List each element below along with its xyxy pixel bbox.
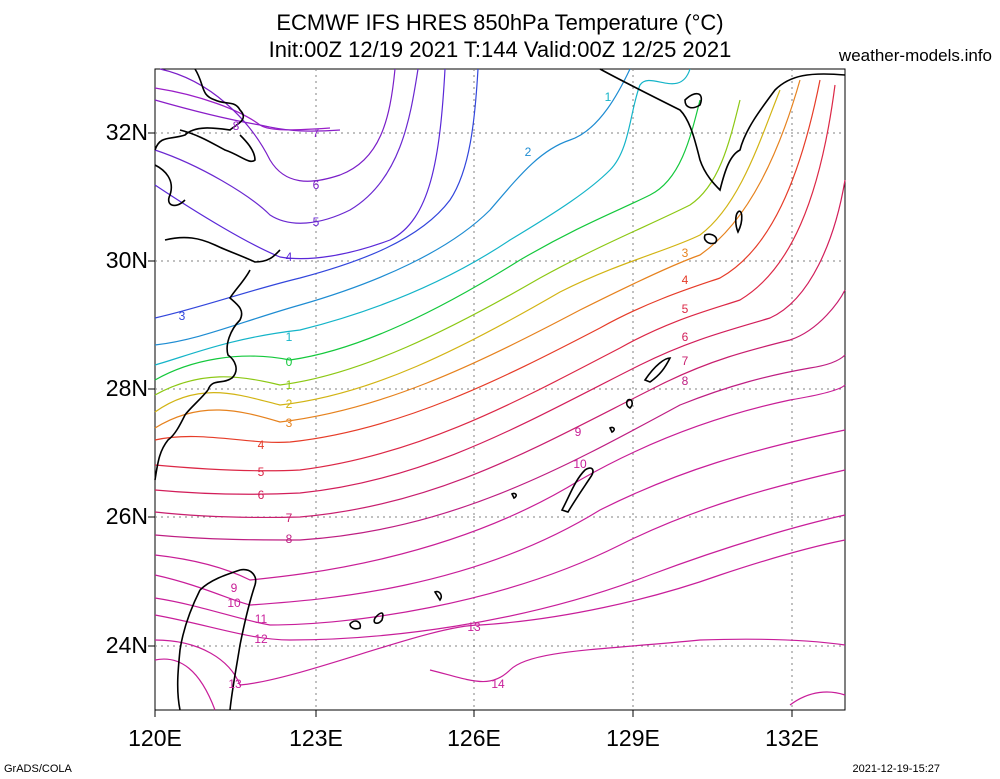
coastline-fujian (154, 389, 209, 481)
island-miyako (433, 590, 442, 602)
contour-label: 8 (233, 119, 240, 133)
isotherm (154, 469, 846, 626)
isotherms (154, 68, 846, 711)
tick-marks (148, 132, 793, 717)
contour-label: 7 (286, 511, 293, 525)
lon-label-129e: 129E (606, 725, 660, 751)
coastline-yangtze (179, 129, 256, 163)
map-title: ECMWF IFS HRES 850hPa Temperature (°C) (276, 10, 724, 35)
contour-labels: 8 7 6 5 4 3 2 1 1 0 1 2 3 3 4 4 5 5 6 6 … (179, 90, 689, 691)
isotherm (154, 79, 801, 429)
contour-label: 11 (255, 612, 268, 626)
coastline-china-north (154, 68, 245, 151)
contour-label: 0 (286, 355, 293, 369)
contour-label: 5 (682, 302, 689, 316)
isotherm (154, 99, 741, 396)
map-subtitle: Init:00Z 12/19 2021 T:144 Valid:00Z 12/2… (268, 37, 732, 62)
island-tanegashima (734, 210, 743, 234)
coastline-korea-kyushu (599, 68, 846, 192)
island-tokunoshima (625, 398, 633, 409)
contour-label: 5 (258, 465, 265, 479)
island-yakushima (703, 233, 718, 245)
isotherm (154, 89, 781, 413)
isotherm (789, 691, 846, 706)
island-amami (643, 357, 672, 383)
contour-label: 6 (258, 488, 265, 502)
isotherm (159, 68, 396, 182)
contour-label: 4 (286, 250, 293, 264)
contour-label: 7 (313, 126, 320, 140)
contour-label: 9 (231, 581, 238, 595)
footer-software: GrADS/COLA (4, 763, 72, 775)
isotherm (154, 68, 691, 366)
contour-label: 9 (575, 425, 582, 439)
contour-label: 1 (286, 330, 293, 344)
isotherm (154, 99, 701, 381)
contour-label: 2 (286, 397, 293, 411)
coastline-hangzhou-bay (164, 236, 281, 263)
coastline-taiwan-west (176, 589, 201, 711)
isotherm (154, 68, 631, 346)
contour-label: 3 (286, 416, 293, 430)
island-senkaku (510, 492, 517, 500)
contour-label: 3 (179, 309, 186, 323)
contour-label: 6 (682, 330, 689, 344)
lat-label-30n: 30N (105, 247, 148, 273)
lon-label-120e: 120E (128, 725, 182, 751)
contour-label: 13 (467, 620, 481, 634)
isotherm (154, 429, 846, 606)
island-goto (684, 92, 703, 109)
lon-label-126e: 126E (447, 725, 501, 751)
island-yoron (608, 426, 615, 434)
contour-label: 3 (682, 246, 689, 260)
isotherm (154, 79, 821, 443)
lon-label-123e: 123E (289, 725, 343, 751)
isotherm (154, 658, 216, 711)
lat-label-24n: 24N (105, 632, 148, 658)
coastline-shanghai (154, 164, 186, 207)
isotherm (154, 179, 846, 495)
contour-label: 7 (682, 354, 689, 368)
isotherm (154, 384, 846, 581)
contour-label: 8 (286, 532, 293, 546)
contour-label: 10 (573, 457, 587, 471)
coastline-zhejiang (207, 269, 251, 391)
coastlines (154, 68, 846, 711)
isotherm (154, 289, 846, 519)
isotherm (154, 68, 446, 260)
island-ishigaki (349, 620, 362, 630)
isotherm (154, 68, 479, 319)
lon-label-132e: 132E (765, 725, 819, 751)
contour-label: 1 (286, 378, 293, 392)
contour-label: 8 (682, 374, 689, 388)
island-iriomote (373, 612, 384, 624)
isotherm (154, 354, 846, 541)
island-okinawa (560, 467, 594, 513)
contour-label: 4 (258, 438, 265, 452)
coastline-taiwan-east (199, 568, 257, 711)
contour-label: 1 (605, 90, 612, 104)
lat-label-28n: 28N (105, 375, 148, 401)
contour-label: 2 (525, 145, 532, 159)
isotherm (154, 514, 846, 641)
contour-label: 5 (313, 215, 320, 229)
lat-label-26n: 26N (105, 503, 148, 529)
contour-label: 4 (682, 273, 689, 287)
contour-label: 14 (491, 677, 505, 691)
contour-label: 10 (227, 596, 241, 610)
contour-label: 13 (228, 677, 242, 691)
isotherm (154, 84, 836, 472)
contour-label: 12 (254, 632, 268, 646)
isotherm (429, 638, 846, 683)
credit-text: weather-models.info (838, 46, 992, 65)
isotherm (154, 68, 419, 224)
contour-label: 6 (313, 178, 320, 192)
lat-label-32n: 32N (105, 119, 148, 145)
isotherm (154, 87, 331, 131)
isotherm (154, 99, 341, 132)
footer-timestamp: 2021-12-19-15:27 (852, 763, 940, 775)
